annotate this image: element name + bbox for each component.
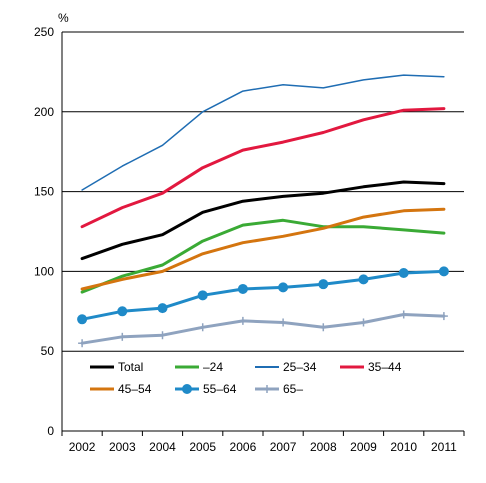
y-tick-label: 150 — [34, 185, 54, 199]
series-line — [81, 74, 445, 191]
series-line — [80, 218, 446, 294]
x-tick-label: 2007 — [270, 440, 297, 454]
data-point — [319, 323, 328, 332]
legend-item: 35–44 — [340, 360, 402, 374]
data-point — [197, 290, 208, 301]
data-point — [359, 318, 368, 327]
gridlines — [62, 31, 464, 352]
series-2 — [81, 74, 445, 191]
data-point — [278, 282, 289, 293]
legend-item: 45–54 — [90, 382, 152, 396]
data-point — [117, 306, 128, 317]
x-tick-label: 2011 — [431, 440, 457, 454]
series-line — [80, 313, 446, 345]
legend: Total –24 25–34 35–44 45–54 55–64 65– — [90, 360, 402, 396]
legend-item: 25–34 — [255, 360, 317, 374]
x-tick-label: 2008 — [310, 440, 337, 454]
data-point — [157, 303, 168, 314]
legend-label: 65– — [283, 382, 303, 396]
legend-label: Total — [118, 360, 143, 374]
data-point — [438, 266, 449, 277]
x-tick-label: 2006 — [230, 440, 257, 454]
series-0 — [80, 180, 446, 261]
legend-item: 55–64 — [175, 382, 237, 396]
y-tick-label: 50 — [41, 344, 55, 358]
x-tick-label: 2002 — [69, 440, 96, 454]
legend-label: 55–64 — [203, 382, 237, 396]
series-6 — [78, 310, 448, 348]
axes — [61, 32, 465, 436]
y-tick-label: 0 — [47, 424, 54, 438]
legend-label: 45–54 — [118, 382, 152, 396]
data-point — [318, 279, 329, 290]
data-point — [198, 323, 207, 332]
series-1 — [80, 218, 446, 294]
x-tick-label: 2010 — [390, 440, 417, 454]
y-axis-ticks: 0 50 100 150 200 250 — [34, 25, 54, 438]
legend-item: –24 — [175, 360, 223, 374]
y-tick-label: 200 — [34, 105, 54, 119]
x-tick-label: 2005 — [189, 440, 216, 454]
series-line — [80, 180, 446, 261]
data-point — [158, 331, 167, 340]
legend-label: 25–34 — [283, 360, 317, 374]
x-tick-label: 2003 — [109, 440, 136, 454]
data-point — [279, 318, 288, 327]
y-tick-label: 100 — [34, 264, 54, 278]
series-lines — [77, 74, 449, 348]
legend-item: 65– — [255, 382, 303, 396]
series-line — [80, 207, 446, 291]
y-tick-label: 250 — [34, 25, 54, 39]
data-point — [398, 267, 409, 278]
series-line — [80, 107, 446, 229]
series-4 — [80, 207, 446, 291]
data-point — [118, 332, 127, 341]
series-5 — [77, 266, 449, 325]
data-point — [439, 312, 448, 321]
y-axis-unit-label: % — [58, 11, 69, 25]
data-point — [77, 314, 88, 325]
data-point — [237, 283, 248, 294]
legend-marker — [182, 384, 192, 394]
legend-label: –24 — [203, 360, 223, 374]
data-point — [238, 316, 247, 325]
legend-item: Total — [90, 360, 143, 374]
x-tick-label: 2009 — [350, 440, 377, 454]
legend-label: 35–44 — [368, 360, 402, 374]
data-point — [78, 339, 87, 348]
x-tick-label: 2004 — [149, 440, 176, 454]
data-point — [358, 274, 369, 285]
series-line — [80, 269, 446, 321]
data-point — [399, 310, 408, 319]
x-axis-ticks: 2002 2003 2004 2005 2006 2007 2008 2009 2010 2011 — [69, 440, 457, 454]
series-3 — [80, 107, 446, 229]
